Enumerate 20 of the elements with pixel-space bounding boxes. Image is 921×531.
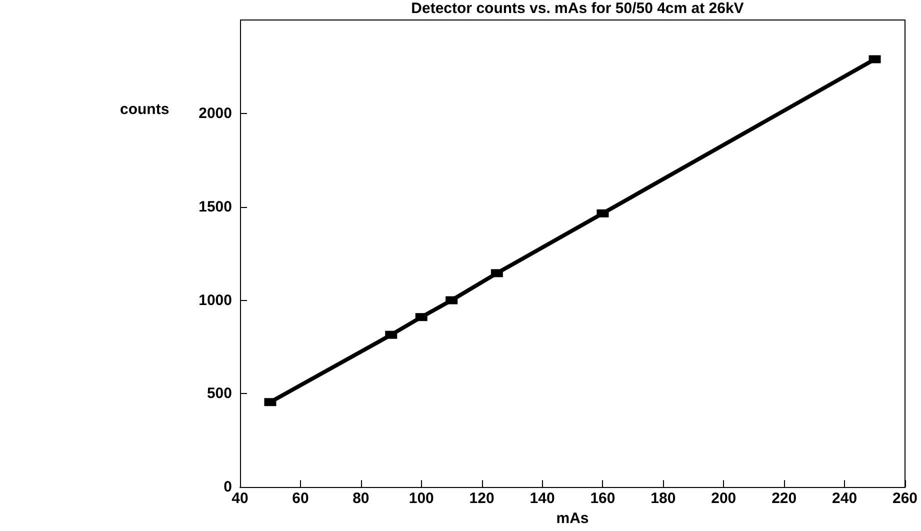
y-axis-title: counts xyxy=(120,101,170,118)
y-tick-label: 2000 xyxy=(198,104,232,122)
x-tick-label: 220 xyxy=(772,490,797,508)
y-tick-label: 0 xyxy=(224,478,232,496)
x-tick-label: 60 xyxy=(292,490,309,508)
y-tick-label: 500 xyxy=(206,385,232,402)
x-tick-label: 260 xyxy=(892,490,918,508)
x-tick-label: 240 xyxy=(832,490,858,508)
x-tick-label: 80 xyxy=(352,490,370,508)
x-tick-label: 180 xyxy=(650,490,676,508)
x-tick-label: 120 xyxy=(469,490,494,508)
x-tick-label: 160 xyxy=(590,490,616,508)
x-tick-label: 200 xyxy=(711,490,736,508)
chart-title: Detector counts vs. mAs for 50/50 4cm at 26kV xyxy=(411,0,744,17)
y-tick-label: 1500 xyxy=(198,198,232,216)
x-tick-label: 40 xyxy=(232,490,248,508)
y-tick-label: 1000 xyxy=(198,292,232,309)
x-axis-title: mAs xyxy=(556,510,589,527)
x-tick-label: 140 xyxy=(530,490,555,508)
x-tick-label: 100 xyxy=(408,490,434,508)
